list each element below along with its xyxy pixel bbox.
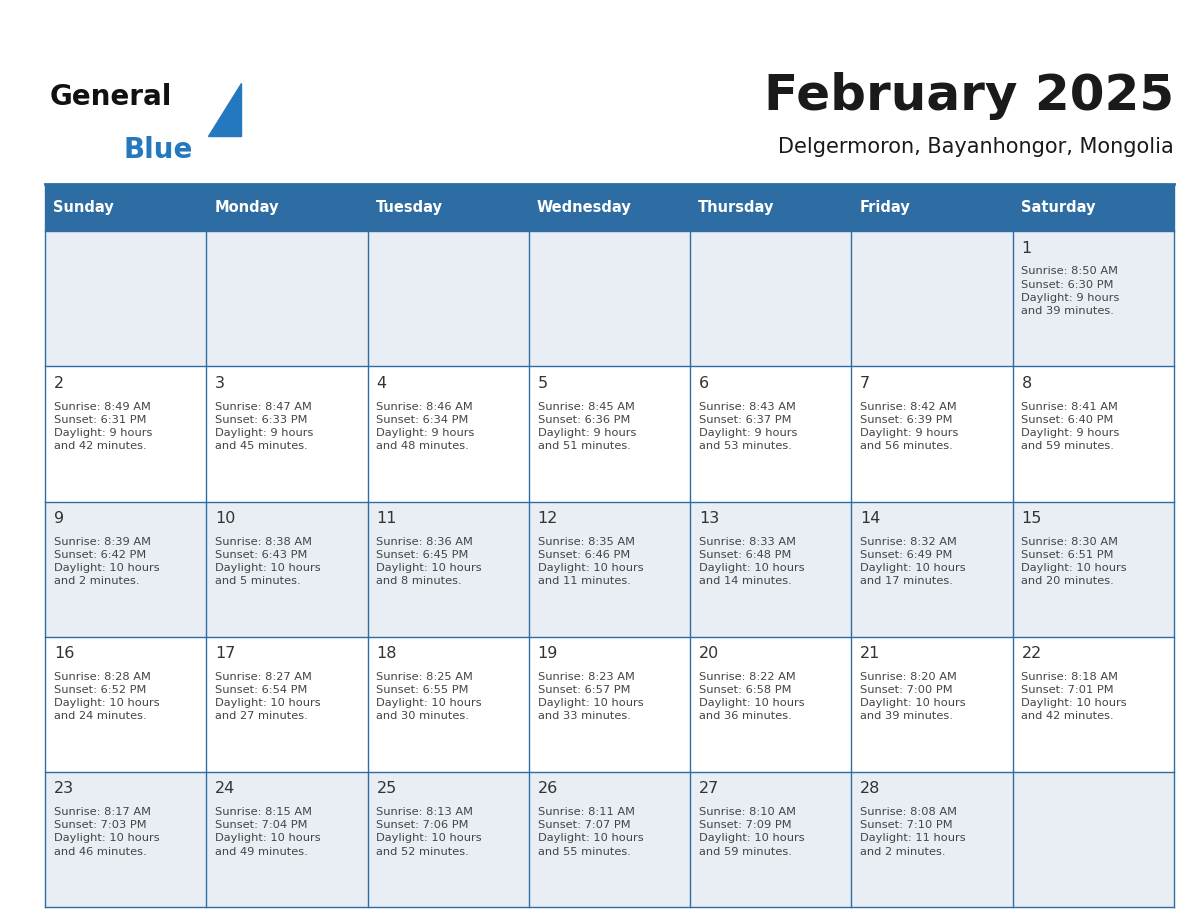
Text: Sunrise: 8:15 AM
Sunset: 7:04 PM
Daylight: 10 hours
and 49 minutes.: Sunrise: 8:15 AM Sunset: 7:04 PM Dayligh… bbox=[215, 807, 321, 856]
Polygon shape bbox=[208, 83, 241, 136]
Text: 3: 3 bbox=[215, 376, 226, 391]
Text: 19: 19 bbox=[538, 646, 558, 661]
Text: Thursday: Thursday bbox=[699, 200, 775, 215]
Text: Sunrise: 8:27 AM
Sunset: 6:54 PM
Daylight: 10 hours
and 27 minutes.: Sunrise: 8:27 AM Sunset: 6:54 PM Dayligh… bbox=[215, 672, 321, 722]
Text: 9: 9 bbox=[53, 511, 64, 526]
Text: Sunrise: 8:22 AM
Sunset: 6:58 PM
Daylight: 10 hours
and 36 minutes.: Sunrise: 8:22 AM Sunset: 6:58 PM Dayligh… bbox=[699, 672, 804, 722]
Text: Sunrise: 8:36 AM
Sunset: 6:45 PM
Daylight: 10 hours
and 8 minutes.: Sunrise: 8:36 AM Sunset: 6:45 PM Dayligh… bbox=[377, 537, 482, 587]
Text: 4: 4 bbox=[377, 376, 386, 391]
Text: Friday: Friday bbox=[859, 200, 910, 215]
Text: Sunrise: 8:39 AM
Sunset: 6:42 PM
Daylight: 10 hours
and 2 minutes.: Sunrise: 8:39 AM Sunset: 6:42 PM Dayligh… bbox=[53, 537, 159, 587]
Text: Sunrise: 8:49 AM
Sunset: 6:31 PM
Daylight: 9 hours
and 42 minutes.: Sunrise: 8:49 AM Sunset: 6:31 PM Dayligh… bbox=[53, 401, 152, 452]
Text: Sunrise: 8:11 AM
Sunset: 7:07 PM
Daylight: 10 hours
and 55 minutes.: Sunrise: 8:11 AM Sunset: 7:07 PM Dayligh… bbox=[538, 807, 644, 856]
Text: Sunrise: 8:18 AM
Sunset: 7:01 PM
Daylight: 10 hours
and 42 minutes.: Sunrise: 8:18 AM Sunset: 7:01 PM Dayligh… bbox=[1022, 672, 1127, 722]
Text: Sunday: Sunday bbox=[53, 200, 114, 215]
Bar bbox=[852, 184, 1012, 231]
Text: Sunrise: 8:46 AM
Sunset: 6:34 PM
Daylight: 9 hours
and 48 minutes.: Sunrise: 8:46 AM Sunset: 6:34 PM Dayligh… bbox=[377, 401, 475, 452]
Text: 23: 23 bbox=[53, 781, 74, 796]
Bar bbox=[207, 184, 367, 231]
Bar bbox=[1012, 184, 1174, 231]
Bar bbox=[367, 184, 529, 231]
Text: Blue: Blue bbox=[124, 136, 192, 164]
Text: Sunrise: 8:17 AM
Sunset: 7:03 PM
Daylight: 10 hours
and 46 minutes.: Sunrise: 8:17 AM Sunset: 7:03 PM Dayligh… bbox=[53, 807, 159, 856]
Text: Sunrise: 8:41 AM
Sunset: 6:40 PM
Daylight: 9 hours
and 59 minutes.: Sunrise: 8:41 AM Sunset: 6:40 PM Dayligh… bbox=[1022, 401, 1120, 452]
Text: Sunrise: 8:50 AM
Sunset: 6:30 PM
Daylight: 9 hours
and 39 minutes.: Sunrise: 8:50 AM Sunset: 6:30 PM Dayligh… bbox=[1022, 266, 1120, 316]
Text: 14: 14 bbox=[860, 511, 880, 526]
Text: Sunrise: 8:47 AM
Sunset: 6:33 PM
Daylight: 9 hours
and 45 minutes.: Sunrise: 8:47 AM Sunset: 6:33 PM Dayligh… bbox=[215, 401, 314, 452]
Text: 17: 17 bbox=[215, 646, 235, 661]
Text: 13: 13 bbox=[699, 511, 719, 526]
Text: 1: 1 bbox=[1022, 241, 1031, 256]
Text: 5: 5 bbox=[538, 376, 548, 391]
Text: 7: 7 bbox=[860, 376, 871, 391]
Text: Sunrise: 8:30 AM
Sunset: 6:51 PM
Daylight: 10 hours
and 20 minutes.: Sunrise: 8:30 AM Sunset: 6:51 PM Dayligh… bbox=[1022, 537, 1127, 587]
Text: Sunrise: 8:20 AM
Sunset: 7:00 PM
Daylight: 10 hours
and 39 minutes.: Sunrise: 8:20 AM Sunset: 7:00 PM Dayligh… bbox=[860, 672, 966, 722]
Bar bbox=[45, 366, 1174, 501]
Text: Wednesday: Wednesday bbox=[537, 200, 632, 215]
Text: 20: 20 bbox=[699, 646, 719, 661]
Text: February 2025: February 2025 bbox=[764, 73, 1174, 120]
Text: Sunrise: 8:28 AM
Sunset: 6:52 PM
Daylight: 10 hours
and 24 minutes.: Sunrise: 8:28 AM Sunset: 6:52 PM Dayligh… bbox=[53, 672, 159, 722]
Text: Sunrise: 8:35 AM
Sunset: 6:46 PM
Daylight: 10 hours
and 11 minutes.: Sunrise: 8:35 AM Sunset: 6:46 PM Dayligh… bbox=[538, 537, 644, 587]
Text: 16: 16 bbox=[53, 646, 75, 661]
Text: 6: 6 bbox=[699, 376, 709, 391]
Text: 12: 12 bbox=[538, 511, 558, 526]
Text: 10: 10 bbox=[215, 511, 235, 526]
Text: 8: 8 bbox=[1022, 376, 1031, 391]
Bar bbox=[45, 231, 1174, 366]
Text: Sunrise: 8:23 AM
Sunset: 6:57 PM
Daylight: 10 hours
and 33 minutes.: Sunrise: 8:23 AM Sunset: 6:57 PM Dayligh… bbox=[538, 672, 644, 722]
Bar bbox=[45, 637, 1174, 772]
Bar bbox=[45, 184, 207, 231]
Text: Sunrise: 8:38 AM
Sunset: 6:43 PM
Daylight: 10 hours
and 5 minutes.: Sunrise: 8:38 AM Sunset: 6:43 PM Dayligh… bbox=[215, 537, 321, 587]
Text: Sunrise: 8:32 AM
Sunset: 6:49 PM
Daylight: 10 hours
and 17 minutes.: Sunrise: 8:32 AM Sunset: 6:49 PM Dayligh… bbox=[860, 537, 966, 587]
Text: Monday: Monday bbox=[214, 200, 279, 215]
Text: 25: 25 bbox=[377, 781, 397, 796]
Bar bbox=[529, 184, 690, 231]
Text: Tuesday: Tuesday bbox=[375, 200, 443, 215]
Text: 28: 28 bbox=[860, 781, 880, 796]
Text: 18: 18 bbox=[377, 646, 397, 661]
Text: Sunrise: 8:10 AM
Sunset: 7:09 PM
Daylight: 10 hours
and 59 minutes.: Sunrise: 8:10 AM Sunset: 7:09 PM Dayligh… bbox=[699, 807, 804, 856]
Text: Sunrise: 8:08 AM
Sunset: 7:10 PM
Daylight: 11 hours
and 2 minutes.: Sunrise: 8:08 AM Sunset: 7:10 PM Dayligh… bbox=[860, 807, 966, 856]
Bar bbox=[45, 501, 1174, 637]
Text: 21: 21 bbox=[860, 646, 880, 661]
Text: 24: 24 bbox=[215, 781, 235, 796]
Text: Sunrise: 8:45 AM
Sunset: 6:36 PM
Daylight: 9 hours
and 51 minutes.: Sunrise: 8:45 AM Sunset: 6:36 PM Dayligh… bbox=[538, 401, 636, 452]
Bar bbox=[690, 184, 852, 231]
Text: 2: 2 bbox=[53, 376, 64, 391]
Text: Saturday: Saturday bbox=[1020, 200, 1095, 215]
Text: 26: 26 bbox=[538, 781, 558, 796]
Text: Delgermoron, Bayanhongor, Mongolia: Delgermoron, Bayanhongor, Mongolia bbox=[778, 137, 1174, 157]
Text: 11: 11 bbox=[377, 511, 397, 526]
Text: 27: 27 bbox=[699, 781, 719, 796]
Bar bbox=[45, 772, 1174, 907]
Text: Sunrise: 8:13 AM
Sunset: 7:06 PM
Daylight: 10 hours
and 52 minutes.: Sunrise: 8:13 AM Sunset: 7:06 PM Dayligh… bbox=[377, 807, 482, 856]
Text: 22: 22 bbox=[1022, 646, 1042, 661]
Text: Sunrise: 8:33 AM
Sunset: 6:48 PM
Daylight: 10 hours
and 14 minutes.: Sunrise: 8:33 AM Sunset: 6:48 PM Dayligh… bbox=[699, 537, 804, 587]
Text: General: General bbox=[50, 83, 172, 111]
Text: Sunrise: 8:43 AM
Sunset: 6:37 PM
Daylight: 9 hours
and 53 minutes.: Sunrise: 8:43 AM Sunset: 6:37 PM Dayligh… bbox=[699, 401, 797, 452]
Text: Sunrise: 8:42 AM
Sunset: 6:39 PM
Daylight: 9 hours
and 56 minutes.: Sunrise: 8:42 AM Sunset: 6:39 PM Dayligh… bbox=[860, 401, 959, 452]
Text: 15: 15 bbox=[1022, 511, 1042, 526]
Text: Sunrise: 8:25 AM
Sunset: 6:55 PM
Daylight: 10 hours
and 30 minutes.: Sunrise: 8:25 AM Sunset: 6:55 PM Dayligh… bbox=[377, 672, 482, 722]
